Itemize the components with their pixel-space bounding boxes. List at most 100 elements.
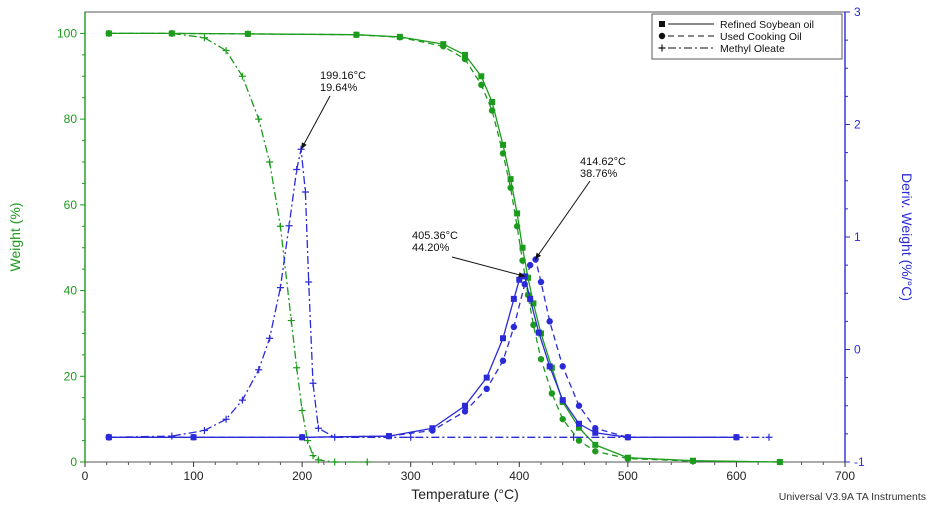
data-point: [499, 357, 507, 364]
data-point: [546, 363, 553, 370]
data-point: [238, 72, 246, 80]
y-right-tick-label: 0: [854, 343, 861, 357]
data-point: [285, 222, 293, 230]
data-point: [776, 458, 784, 466]
x-tick-label: 100: [184, 469, 204, 483]
footer-credit: Universal V3.9A TA Instruments: [779, 491, 926, 503]
data-point: [488, 107, 496, 114]
data-point: [244, 30, 252, 38]
data-point: [222, 415, 230, 423]
data-point: [514, 210, 521, 217]
data-point: [461, 55, 469, 63]
data-point: [353, 31, 360, 38]
y-right-tick-label: 2: [854, 118, 861, 132]
x-tick-label: 200: [292, 469, 312, 483]
data-point: [499, 150, 507, 157]
data-point: [305, 278, 313, 286]
arrow-head: [518, 272, 526, 278]
data-point: [507, 184, 514, 191]
series-layer: [105, 29, 784, 466]
data-point: [190, 434, 197, 441]
data-point: [478, 73, 485, 80]
annotation-percent: 44.20%: [412, 242, 450, 254]
data-point: [576, 420, 582, 427]
data-point: [537, 278, 545, 286]
annotation-0: 199.16°C19.64%: [300, 70, 366, 150]
arrow-head: [535, 252, 542, 260]
series-line: [108, 258, 737, 438]
legend-marker: [658, 32, 666, 40]
data-point: [575, 437, 583, 444]
legend-label: Methyl Oleate: [720, 43, 785, 55]
annotation-arrow: [300, 95, 331, 150]
data-point: [521, 281, 528, 288]
data-point: [535, 329, 542, 336]
data-point: [530, 300, 537, 307]
y-left-tick-label: 60: [64, 198, 78, 212]
legend-label: Refined Soybean oil: [720, 19, 814, 31]
data-point: [559, 397, 566, 404]
series-line: [108, 275, 737, 438]
annotation-temp: 405.36°C: [412, 230, 458, 242]
x-tick-label: 500: [618, 469, 638, 483]
plot-area: [84, 11, 846, 463]
y-left-tick-label: 40: [64, 284, 78, 298]
data-point: [293, 166, 301, 173]
data-point: [429, 427, 436, 434]
data-point: [519, 244, 526, 251]
x-tick-label: 600: [726, 469, 746, 483]
data-point: [331, 433, 339, 441]
data-point: [396, 34, 404, 41]
data-point: [489, 99, 496, 105]
data-point: [331, 458, 339, 466]
x-tick-label: 400: [509, 469, 529, 483]
data-point: [287, 317, 295, 325]
data-point: [765, 433, 773, 441]
data-point: [510, 295, 517, 302]
data-point: [527, 295, 534, 302]
data-point: [524, 274, 531, 281]
data-point: [575, 402, 583, 409]
data-point: [314, 424, 322, 432]
legend-label: Used Cooking Oil: [720, 31, 802, 43]
data-point: [537, 355, 545, 363]
x-tick-label: 0: [82, 469, 89, 483]
data-point: [483, 374, 490, 381]
data-point: [293, 364, 301, 372]
x-tick-label: 300: [401, 469, 421, 483]
annotation-temp: 199.16°C: [320, 70, 366, 82]
data-point: [276, 222, 284, 230]
y-left-axis-title: Weight (%): [7, 203, 23, 272]
y-left-tick-label: 80: [64, 112, 78, 126]
data-point: [500, 335, 506, 342]
y-right-tick-label: -1: [854, 455, 865, 469]
legend-marker: [658, 44, 666, 52]
annotations: 199.16°C19.64%405.36°C44.20%414.62°C38.7…: [300, 70, 626, 278]
data-point: [548, 390, 556, 397]
data-point: [222, 47, 230, 55]
legend-entry: Used Cooking Oil: [658, 31, 802, 43]
data-point: [592, 441, 599, 448]
series-line: [108, 149, 769, 438]
data-point: [624, 455, 632, 462]
y-left-tick-label: 100: [57, 26, 77, 40]
data-point: [385, 432, 393, 440]
data-point: [516, 276, 523, 283]
data-point: [592, 448, 599, 455]
data-point: [266, 334, 274, 342]
data-point: [483, 385, 490, 393]
y-right-tick-label: 3: [854, 5, 861, 19]
annotation-arrow: [451, 256, 526, 277]
data-point: [298, 434, 306, 441]
data-point: [309, 452, 317, 460]
arrow-head: [301, 142, 307, 150]
series-deriv-1: [105, 256, 740, 441]
data-point: [592, 425, 599, 432]
data-point: [592, 429, 599, 436]
data-point: [200, 34, 208, 42]
data-point: [301, 188, 309, 196]
annotation-temp: 414.62°C: [580, 156, 626, 168]
data-point: [500, 141, 506, 148]
